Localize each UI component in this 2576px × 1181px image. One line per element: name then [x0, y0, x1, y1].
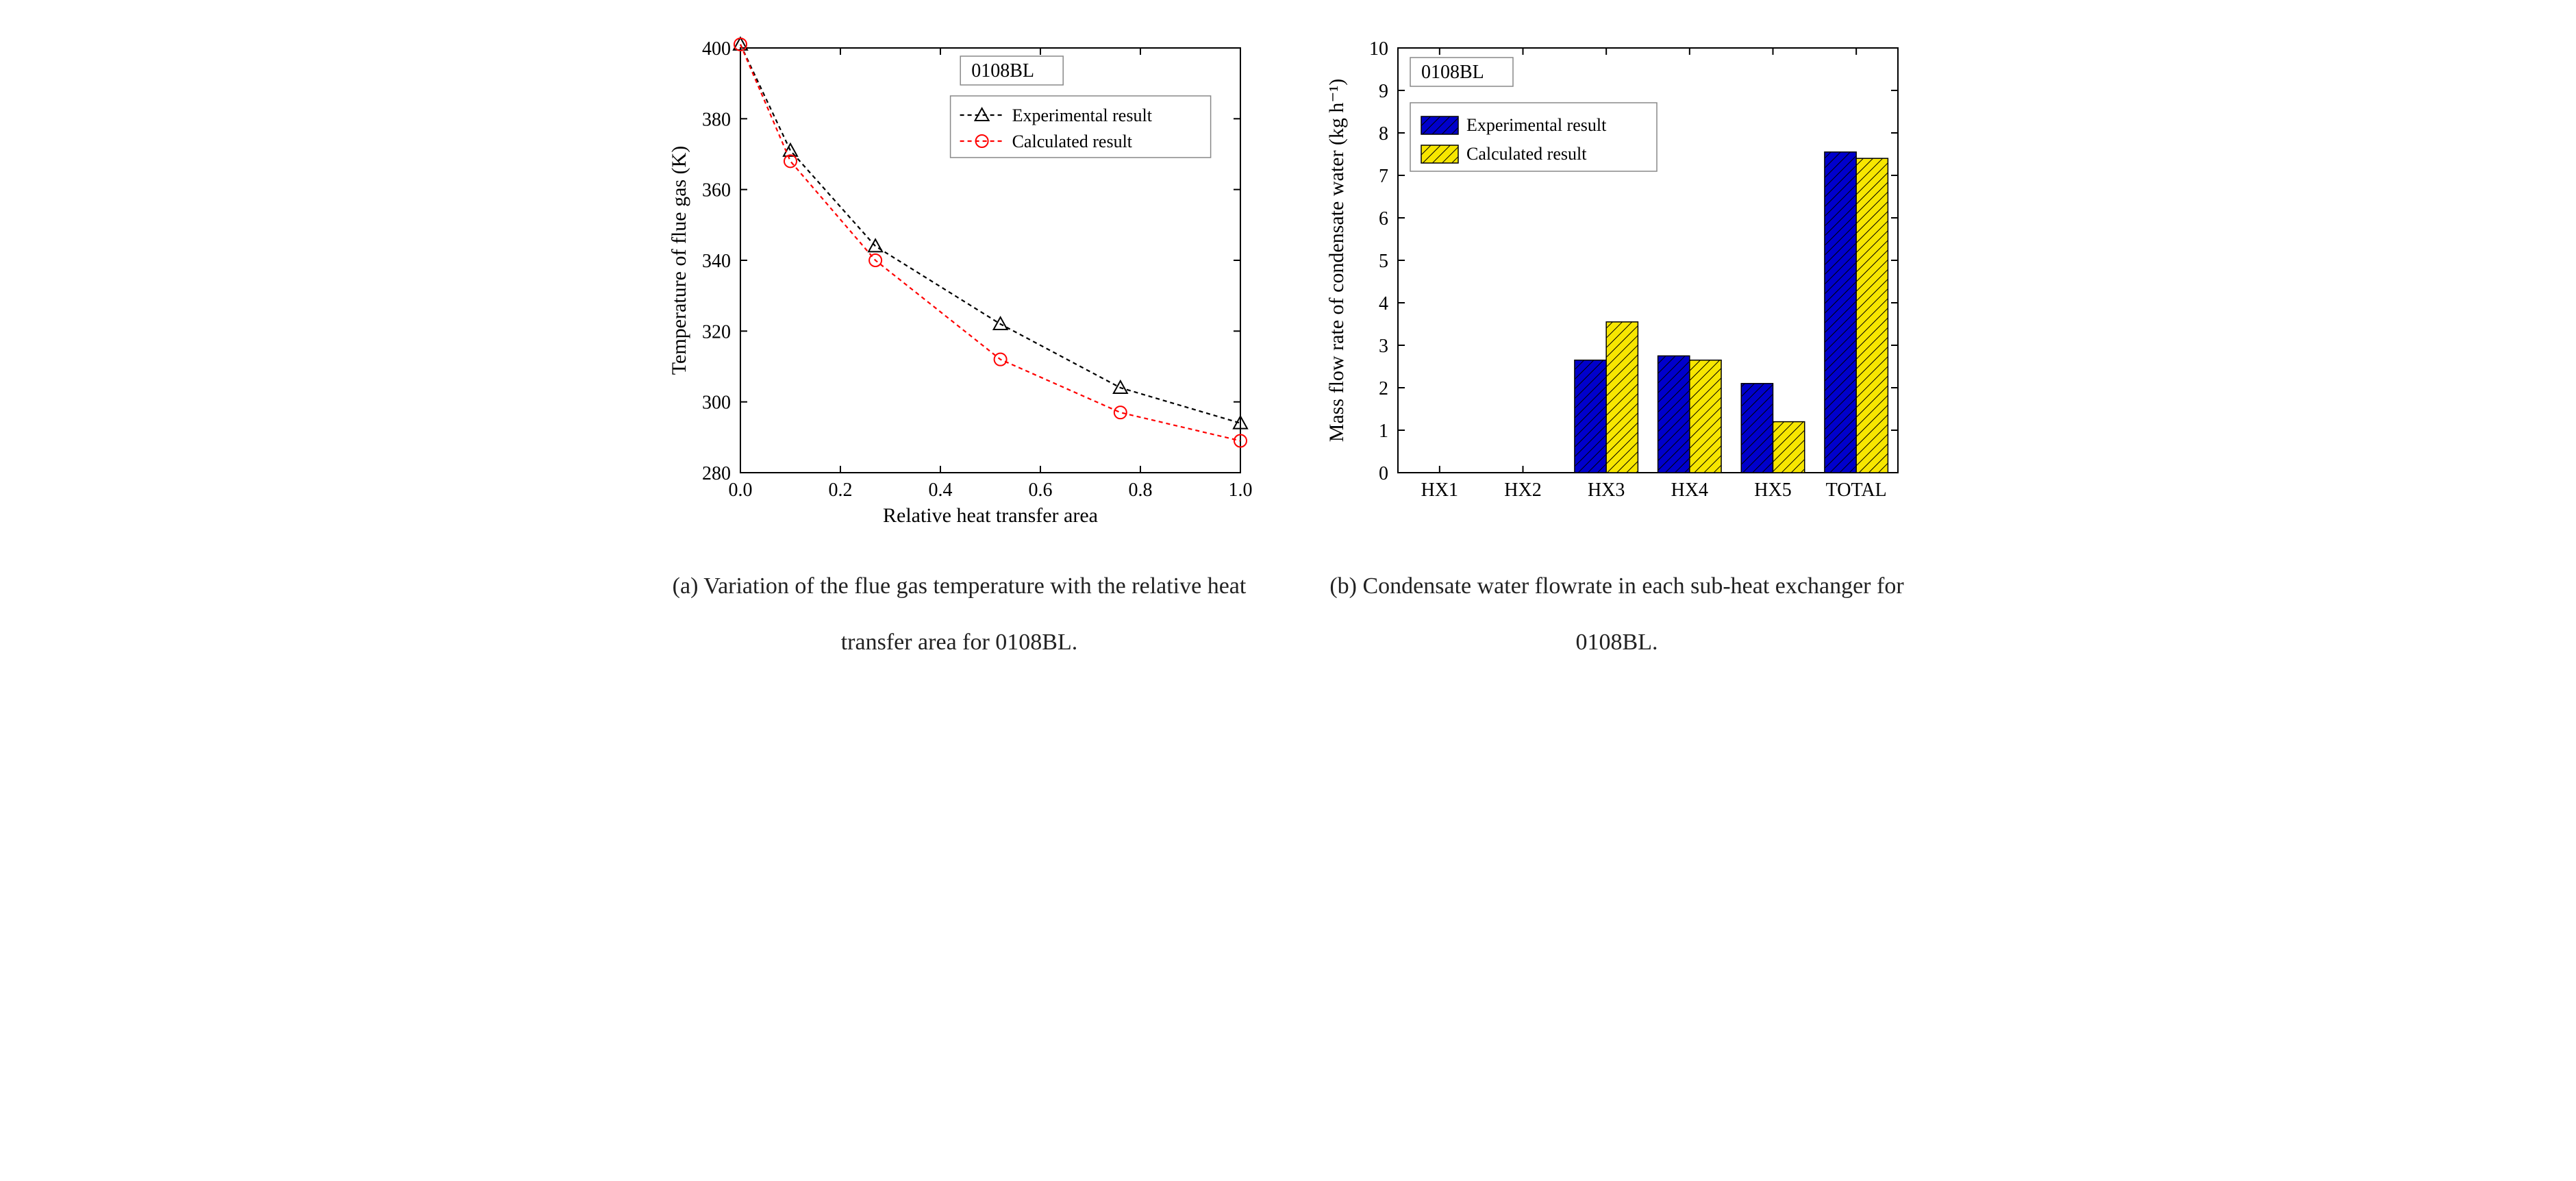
- svg-text:6: 6: [1379, 208, 1388, 229]
- svg-text:TOTAL: TOTAL: [1825, 480, 1886, 501]
- panel-b: 0 1 2 3 4 5 6 7 8 9 10 HX1 HX2 HX3 HX4 HX5 TOTAL Mass flo…: [1309, 27, 1925, 670]
- svg-text:320: 320: [702, 321, 731, 343]
- svg-text:HX1: HX1: [1421, 480, 1458, 501]
- svg-text:Experimental result: Experimental result: [1012, 105, 1152, 125]
- svg-text:5: 5: [1379, 251, 1388, 272]
- svg-text:1: 1: [1379, 421, 1388, 442]
- svg-text:HX2: HX2: [1504, 480, 1541, 501]
- bar-chart: 0 1 2 3 4 5 6 7 8 9 10 HX1 HX2 HX3 HX4 HX5 TOTAL Mass flo…: [1316, 27, 1918, 538]
- svg-text:0.2: 0.2: [828, 480, 852, 501]
- svg-text:0108BL: 0108BL: [971, 60, 1034, 82]
- svg-text:3: 3: [1379, 336, 1388, 357]
- svg-text:Experimental result: Experimental result: [1466, 115, 1607, 135]
- line-chart-svg: 0.0 0.2 0.4 0.6 0.8 1.0 280 300 320 340 360 380 400 R…: [658, 27, 1261, 534]
- svg-text:2: 2: [1379, 378, 1388, 399]
- bar-chart-svg: 0 1 2 3 4 5 6 7 8 9 10 HX1 HX2 HX3 HX4 HX5 TOTAL Mass flo…: [1316, 27, 1918, 534]
- figure-row: 0.00.20.40.60.81.0280300320340360380400R…: [651, 27, 1925, 670]
- svg-text:0: 0: [1379, 463, 1388, 484]
- svg-text:300: 300: [702, 393, 731, 414]
- panel-a: 0.0 0.2 0.4 0.6 0.8 1.0 280 300 320 340 360 380 400 R…: [651, 27, 1268, 670]
- svg-text:280: 280: [702, 463, 731, 484]
- line-chart: 0.0 0.2 0.4 0.6 0.8 1.0 280 300 320 340 360 380 400 R…: [658, 27, 1261, 538]
- svg-text:380: 380: [702, 109, 731, 130]
- svg-text:400: 400: [702, 38, 731, 60]
- svg-text:340: 340: [702, 251, 731, 272]
- svg-text:0.0: 0.0: [728, 480, 752, 501]
- caption-b: (b) Condensate water flowrate in each su…: [1309, 558, 1925, 670]
- svg-text:Relative heat transfer area: Relative heat transfer area: [883, 504, 1098, 527]
- svg-text:0.8: 0.8: [1128, 480, 1152, 501]
- svg-text:8: 8: [1379, 123, 1388, 145]
- svg-text:HX4: HX4: [1671, 480, 1708, 501]
- svg-text:360: 360: [702, 180, 731, 201]
- caption-a: (a) Variation of the flue gas temperatur…: [651, 558, 1268, 670]
- svg-text:0.4: 0.4: [928, 480, 952, 501]
- svg-text:4: 4: [1379, 293, 1388, 314]
- svg-text:Calculated result: Calculated result: [1466, 144, 1587, 164]
- svg-text:10: 10: [1369, 38, 1388, 60]
- svg-text:Calculated result: Calculated result: [1012, 132, 1132, 151]
- svg-text:1.0: 1.0: [1228, 480, 1252, 501]
- svg-text:Mass flow rate of condensate w: Mass flow rate of condensate water (kg h…: [1325, 79, 1348, 442]
- svg-text:Temperature of flue gas (K): Temperature of flue gas (K): [668, 146, 690, 375]
- svg-text:HX3: HX3: [1587, 480, 1624, 501]
- svg-text:7: 7: [1379, 166, 1388, 187]
- svg-text:9: 9: [1379, 81, 1388, 102]
- svg-text:0.6: 0.6: [1028, 480, 1052, 501]
- svg-text:HX5: HX5: [1754, 480, 1791, 501]
- svg-text:0108BL: 0108BL: [1421, 62, 1484, 83]
